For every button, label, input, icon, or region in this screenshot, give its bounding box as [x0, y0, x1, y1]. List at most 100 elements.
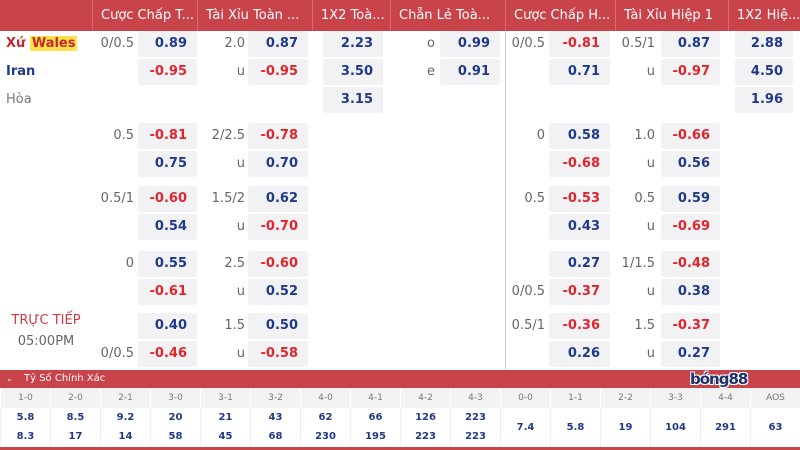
score-odds[interactable]: 223: [400, 427, 450, 446]
odds-button[interactable]: -0.60: [248, 251, 308, 277]
odds-button[interactable]: 3.50: [323, 59, 383, 85]
odds-button[interactable]: 0.75: [138, 151, 197, 177]
score-odds[interactable]: 126: [400, 408, 450, 427]
odds-button[interactable]: -0.81: [138, 123, 197, 149]
odds-line-label: 1/1.5: [621, 256, 655, 271]
odds-button[interactable]: -0.70: [248, 214, 308, 240]
odds-button[interactable]: 0.43: [549, 214, 610, 240]
odds-button[interactable]: 0.71: [549, 59, 610, 85]
odds-button[interactable]: 0.99: [440, 31, 500, 57]
odds-button[interactable]: -0.66: [661, 123, 720, 149]
score-odds[interactable]: 5.8: [0, 408, 50, 427]
odds-button[interactable]: -0.37: [661, 313, 720, 339]
odds-button[interactable]: 2.88: [735, 31, 793, 57]
score-label: 2-0: [50, 388, 100, 408]
odds-line-label: u: [646, 284, 655, 299]
odds-button[interactable]: -0.69: [661, 214, 720, 240]
score-label: 4-1: [350, 388, 400, 408]
odds-button[interactable]: 0.50: [248, 313, 308, 339]
odds-line-label: 2/2.5: [211, 128, 245, 143]
odds-button[interactable]: -0.81: [549, 31, 610, 57]
bottom-border: [0, 447, 800, 450]
odds-button[interactable]: 0.91: [440, 59, 500, 85]
odds-line-label: 0/0.5: [100, 346, 134, 361]
odds-button[interactable]: -0.36: [549, 313, 610, 339]
odds-button[interactable]: -0.97: [661, 59, 720, 85]
score-odds[interactable]: 195: [350, 427, 400, 446]
odds-button[interactable]: -0.53: [549, 186, 610, 212]
odds-button[interactable]: 3.15: [323, 87, 383, 113]
score-odds[interactable]: 20: [150, 408, 200, 427]
score-label: 1-1: [550, 388, 600, 408]
home-team[interactable]: Xứ Wales: [6, 31, 78, 57]
score-odds[interactable]: 17: [50, 427, 100, 446]
odds-button[interactable]: 1.96: [735, 87, 793, 113]
odds-button[interactable]: 0.87: [661, 31, 720, 57]
chevron-down-icon[interactable]: ⌄: [6, 374, 13, 383]
score-odds[interactable]: 45: [200, 427, 250, 446]
odds-button[interactable]: -0.68: [549, 151, 610, 177]
score-odds[interactable]: 66: [350, 408, 400, 427]
odds-button[interactable]: 0.70: [248, 151, 308, 177]
odds-button[interactable]: 2.23: [323, 31, 383, 57]
score-odds[interactable]: 58: [150, 427, 200, 446]
score-odds[interactable]: 14: [100, 427, 150, 446]
odds-button[interactable]: 0.87: [248, 31, 308, 57]
score-odds[interactable]: 9.2: [100, 408, 150, 427]
odds-button[interactable]: 0.40: [138, 313, 197, 339]
score-odds[interactable]: 62: [300, 408, 350, 427]
odds-button[interactable]: -0.58: [248, 341, 308, 367]
column-header[interactable]: 1X2 Toà...: [312, 0, 390, 31]
odds-button[interactable]: -0.46: [138, 341, 197, 367]
odds-button[interactable]: 4.50: [735, 59, 793, 85]
odds-line-label: 2.0: [224, 36, 245, 51]
column-header[interactable]: Cược Chấp T...: [92, 0, 197, 31]
score-odds[interactable]: 21: [200, 408, 250, 427]
odds-button[interactable]: 0.26: [549, 341, 610, 367]
odds-button[interactable]: 0.55: [138, 251, 197, 277]
score-odds[interactable]: 223: [450, 427, 500, 446]
half-divider: [505, 31, 506, 370]
score-odds[interactable]: 230: [300, 427, 350, 446]
odds-button[interactable]: 0.59: [661, 186, 720, 212]
odds-button[interactable]: 0.58: [549, 123, 610, 149]
away-team[interactable]: Iran: [6, 64, 36, 79]
score-odds[interactable]: 43: [250, 408, 300, 427]
column-header[interactable]: Tài Xỉu Toàn ...: [197, 0, 312, 31]
score-odds[interactable]: 19: [600, 408, 650, 447]
odds-button[interactable]: 0.27: [549, 251, 610, 277]
odds-button[interactable]: 0.54: [138, 214, 197, 240]
score-odds[interactable]: 104: [650, 408, 700, 447]
odds-button[interactable]: 0.27: [661, 341, 720, 367]
odds-line-label: u: [646, 156, 655, 171]
score-odds[interactable]: 5.8: [550, 408, 600, 447]
score-odds[interactable]: 8.5: [50, 408, 100, 427]
column-header[interactable]: Cược Chấp H...: [505, 0, 615, 31]
odds-button[interactable]: -0.37: [549, 279, 610, 305]
odds-button[interactable]: -0.78: [248, 123, 308, 149]
correct-score-bar[interactable]: ⌄ Tỷ Số Chính Xác: [0, 370, 800, 388]
score-odds[interactable]: 68: [250, 427, 300, 446]
odds-button[interactable]: -0.60: [138, 186, 197, 212]
score-odds[interactable]: 8.3: [0, 427, 50, 446]
column-header[interactable]: 1X2 Hiệ...: [728, 0, 800, 31]
odds-button[interactable]: 0.56: [661, 151, 720, 177]
odds-line-label: o: [427, 36, 435, 51]
odds-button[interactable]: -0.61: [138, 279, 197, 305]
odds-button[interactable]: -0.95: [248, 59, 308, 85]
score-label: 4-0: [300, 388, 350, 408]
score-odds[interactable]: 223: [450, 408, 500, 427]
odds-button[interactable]: 0.38: [661, 279, 720, 305]
score-odds[interactable]: 291: [700, 408, 750, 447]
odds-button[interactable]: 0.89: [138, 31, 197, 57]
odds-button[interactable]: -0.95: [138, 59, 197, 85]
score-odds[interactable]: 7.4: [500, 408, 550, 447]
column-header[interactable]: Chẵn Lẻ Toà...: [390, 0, 505, 31]
score-odds[interactable]: 63: [750, 408, 800, 447]
odds-button[interactable]: 0.52: [248, 279, 308, 305]
column-header[interactable]: Tài Xỉu Hiệp 1: [615, 0, 728, 31]
home-team-name: Wales: [29, 36, 78, 51]
odds-button[interactable]: -0.48: [661, 251, 720, 277]
odds-button[interactable]: 0.62: [248, 186, 308, 212]
odds-line-label: 0/0.5: [511, 284, 545, 299]
